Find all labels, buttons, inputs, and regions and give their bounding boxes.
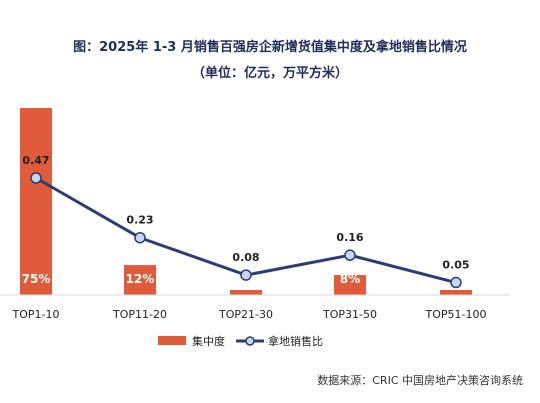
legend-label-line: 拿地销售比 <box>268 334 323 348</box>
x-tick-label-TOP1-10: TOP1-10 <box>12 308 60 321</box>
bar-TOP51-100 <box>440 290 472 295</box>
line-series-path <box>35 176 457 285</box>
line-label-TOP1-10: 0.47 <box>22 154 49 167</box>
bar-TOP1-10 <box>20 108 52 295</box>
legend-marker-line <box>245 336 255 346</box>
bar-TOP31-50 <box>334 275 366 295</box>
legend-swatch-bar <box>158 336 186 345</box>
x-tick-label-TOP21-30: TOP21-30 <box>218 308 273 321</box>
line-point-TOP1-10 <box>30 172 42 184</box>
bar-TOP11-20 <box>124 265 156 295</box>
line-label-TOP51-100: 0.05 <box>442 259 469 272</box>
line-point-TOP31-50 <box>344 249 356 261</box>
x-tick-label-TOP11-20: TOP11-20 <box>112 308 167 321</box>
bar-label-TOP1-10: 75% <box>22 272 51 286</box>
line-label-TOP21-30: 0.08 <box>232 251 259 264</box>
x-tick-label-TOP51-100: TOP51-100 <box>425 308 487 321</box>
data-source: 数据来源：CRIC 中国房地产决策咨询系统 <box>317 374 523 387</box>
line-point-TOP51-100 <box>450 276 462 289</box>
x-tick-label-TOP31-50: TOP31-50 <box>322 308 377 321</box>
chart-subtitle: （单位：亿元，万平方米） <box>191 66 348 81</box>
bar-label-TOP11-20: 12% <box>126 272 155 286</box>
line-point-TOP11-20 <box>134 231 146 244</box>
line-label-TOP11-20: 0.23 <box>126 214 153 227</box>
line-point-TOP21-30 <box>240 269 252 281</box>
chart-title: 图：2025年 1-3 月销售百强房企新增货值集中度及拿地销售比情况 <box>73 40 467 55</box>
line-label-TOP31-50: 0.16 <box>336 231 363 244</box>
bar-label-TOP31-50: 8% <box>340 272 360 286</box>
legend-label-bar: 集中度 <box>192 334 225 348</box>
bar-TOP21-30 <box>230 290 262 295</box>
